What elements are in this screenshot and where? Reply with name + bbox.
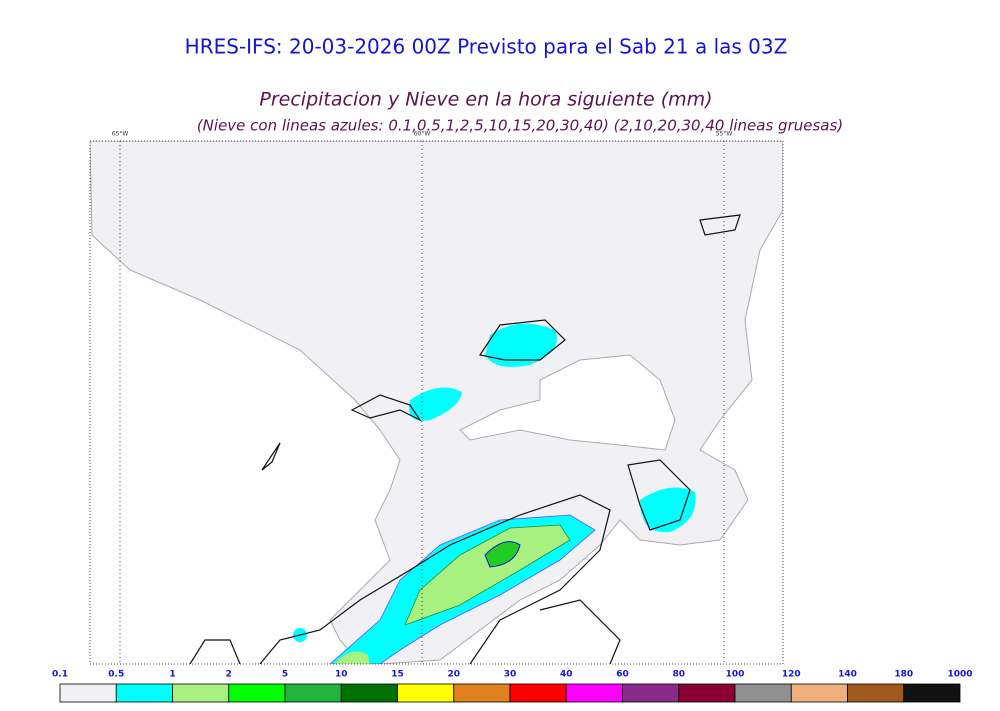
colorbar-label: 60 <box>616 670 629 680</box>
colorbar-box <box>790 683 848 703</box>
colorbar: 0.1 0.5 1 2 5 10 15 20 30 40 60 80 100 120 140 180 1000 <box>52 670 973 703</box>
lon-label: 60°W <box>414 131 431 138</box>
subtitle: Precipitacion y Nieve en la hora siguien… <box>259 89 712 111</box>
colorbar-label: 40 <box>560 670 573 680</box>
colorbar-label: 80 <box>672 670 685 680</box>
colorbar-box <box>734 683 792 703</box>
precip-cyan <box>640 487 696 533</box>
colorbar-box <box>453 683 511 703</box>
colorbar-label: 0.1 <box>52 670 68 680</box>
colorbar-box <box>565 683 623 703</box>
colorbar-label: 2 <box>226 670 232 680</box>
lon-label: 65°W <box>112 131 129 138</box>
precip-lightgreen <box>404 524 571 626</box>
colorbar-label: 1000 <box>947 670 972 680</box>
precip-cyan <box>409 387 462 421</box>
colorbar-box <box>115 683 173 703</box>
colorbar-box <box>509 683 567 703</box>
colorbar-box <box>172 683 230 703</box>
colorbar-label: 180 <box>894 670 913 680</box>
map-frame <box>89 140 784 665</box>
coastline <box>189 214 741 664</box>
colorbar-label: 5 <box>282 670 288 680</box>
colorbar-box <box>903 683 961 703</box>
colorbar-label: 30 <box>504 670 517 680</box>
colorbar-label: 0.5 <box>108 670 124 680</box>
colorbar-box <box>228 683 286 703</box>
colorbar-label: 15 <box>391 670 404 680</box>
map: 65°W 60°W 55°W <box>89 131 784 665</box>
colorbar-box <box>397 683 455 703</box>
colorbar-label: 10 <box>335 670 348 680</box>
colorbar-label: 120 <box>782 670 801 680</box>
precip-cyan <box>485 323 558 368</box>
note: (Nieve con lineas azules: 0.1,0.5,1,2,5,… <box>197 117 843 135</box>
colorbar-box <box>678 683 736 703</box>
colorbar-box <box>622 683 680 703</box>
colorbar-label: 20 <box>447 670 460 680</box>
colorbar-label: 1 <box>169 670 175 680</box>
colorbar-label: 140 <box>838 670 857 680</box>
colorbar-label: 100 <box>726 670 745 680</box>
lon-label: 55°W <box>716 131 733 138</box>
colorbar-box <box>284 683 342 703</box>
colorbar-box <box>59 683 117 703</box>
title: HRES-IFS: 20-03-2026 00Z Previsto para e… <box>185 35 788 59</box>
precip-lightgreen <box>335 651 370 664</box>
colorbar-box <box>340 683 398 703</box>
colorbar-box <box>847 683 905 703</box>
precip-green <box>484 541 521 568</box>
land-clear <box>459 354 676 451</box>
